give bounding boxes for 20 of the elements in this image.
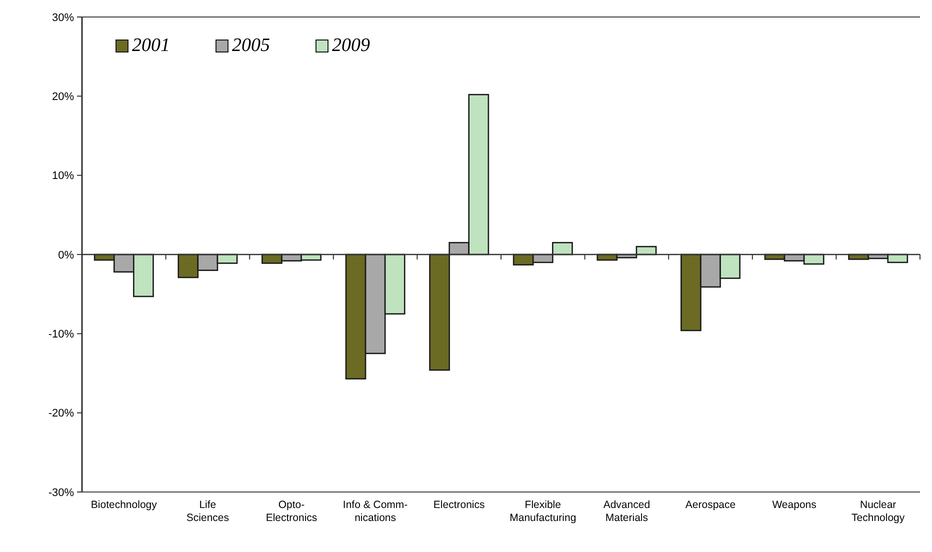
x-tick-label: Electronics	[433, 499, 485, 511]
x-tick-label: Life Sciences	[186, 499, 230, 524]
y-tick-label: -20%	[48, 408, 74, 420]
y-tick-label: -30%	[48, 486, 74, 499]
x-tick-label: Biotechnology	[90, 499, 158, 511]
y-tick-label: -10%	[48, 328, 74, 341]
x-tick-label: Opto- Electronics	[266, 499, 318, 524]
legend-label: 2009	[332, 35, 370, 56]
x-tick-label: Flexible Manufacturing	[510, 499, 576, 524]
x-tick-label: Advanced Materials	[603, 499, 650, 524]
x-tick-label: Info & Comm- nications	[342, 499, 408, 524]
x-tick-label: Aerospace	[685, 499, 736, 511]
y-tick-label: 10%	[52, 170, 74, 182]
x-tick-label: Nuclear Technology	[852, 499, 906, 524]
legend-label: 2005	[232, 35, 270, 56]
y-tick-label: 30%	[52, 12, 74, 24]
y-tick-label: 0%	[58, 249, 74, 262]
x-tick-label: Weapons	[772, 499, 816, 511]
legend-label: 2001	[132, 35, 170, 56]
y-tick-label: 20%	[52, 91, 74, 104]
